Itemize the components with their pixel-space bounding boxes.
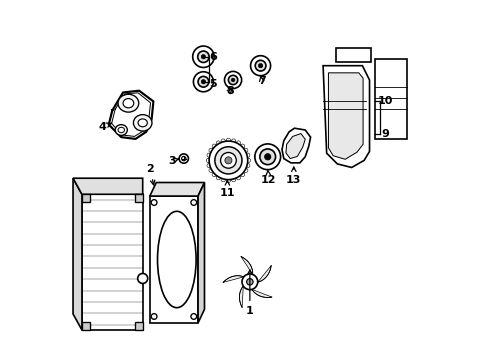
Polygon shape [257,266,271,282]
Circle shape [224,71,241,89]
Ellipse shape [133,114,152,131]
Circle shape [192,46,214,67]
Polygon shape [198,183,204,323]
Circle shape [226,138,230,143]
Circle shape [224,157,231,164]
Circle shape [231,78,234,82]
Polygon shape [73,178,82,330]
Text: 4: 4 [98,122,111,132]
Circle shape [228,75,237,85]
Circle shape [245,153,249,157]
Bar [82,322,90,330]
Circle shape [255,60,265,71]
Circle shape [259,149,275,165]
Text: 1: 1 [245,270,253,316]
Text: 11: 11 [219,181,235,198]
Circle shape [201,80,205,84]
Circle shape [206,163,211,168]
Circle shape [208,168,213,172]
Ellipse shape [157,211,196,308]
Bar [82,194,90,202]
Circle shape [258,64,262,68]
Polygon shape [149,183,204,196]
Circle shape [231,177,235,182]
Circle shape [206,153,211,157]
Polygon shape [285,134,305,158]
Polygon shape [239,286,243,307]
Polygon shape [73,178,142,194]
Circle shape [201,55,205,59]
Text: 6: 6 [209,52,217,62]
Circle shape [212,144,216,148]
Bar [135,322,142,330]
Circle shape [138,274,147,283]
Circle shape [226,178,230,183]
Polygon shape [282,128,310,163]
Circle shape [236,176,240,180]
Circle shape [209,141,247,180]
Circle shape [151,200,157,205]
Circle shape [243,168,247,172]
Circle shape [240,144,244,148]
Circle shape [193,72,213,92]
Polygon shape [241,257,252,274]
Text: 7: 7 [257,76,265,86]
Text: 2: 2 [146,164,155,185]
Circle shape [240,172,244,177]
Ellipse shape [138,119,147,127]
Polygon shape [374,59,406,139]
Polygon shape [328,73,363,159]
Circle shape [179,154,188,163]
Bar [82,194,142,330]
Circle shape [214,147,242,174]
Polygon shape [223,276,243,282]
Circle shape [181,157,185,161]
Circle shape [246,158,250,162]
Polygon shape [323,66,369,167]
Text: 13: 13 [285,167,301,185]
Circle shape [190,314,196,319]
Circle shape [264,154,270,160]
Circle shape [198,76,208,87]
Circle shape [216,176,220,180]
Ellipse shape [115,125,127,135]
Circle shape [246,279,253,285]
Circle shape [208,148,213,153]
Text: 10: 10 [376,96,392,107]
Circle shape [197,51,209,63]
Text: 12: 12 [261,170,276,185]
Bar [149,196,198,323]
Polygon shape [251,289,271,297]
Circle shape [216,141,220,145]
Circle shape [242,274,257,290]
Circle shape [250,56,270,76]
Ellipse shape [123,99,134,108]
Circle shape [221,177,225,182]
Circle shape [220,153,236,168]
Polygon shape [335,48,370,62]
Circle shape [243,148,247,153]
Bar [135,194,142,202]
Circle shape [190,200,196,205]
Ellipse shape [118,94,139,112]
Text: 9: 9 [380,129,388,139]
Circle shape [254,144,280,170]
Circle shape [212,172,216,177]
Text: 8: 8 [226,86,234,96]
Circle shape [151,314,157,319]
Text: 5: 5 [209,78,217,89]
Circle shape [206,158,210,162]
Ellipse shape [118,127,124,133]
Circle shape [231,139,235,143]
Circle shape [245,163,249,168]
Text: 3: 3 [167,156,178,166]
Circle shape [236,141,240,145]
Circle shape [221,139,225,143]
